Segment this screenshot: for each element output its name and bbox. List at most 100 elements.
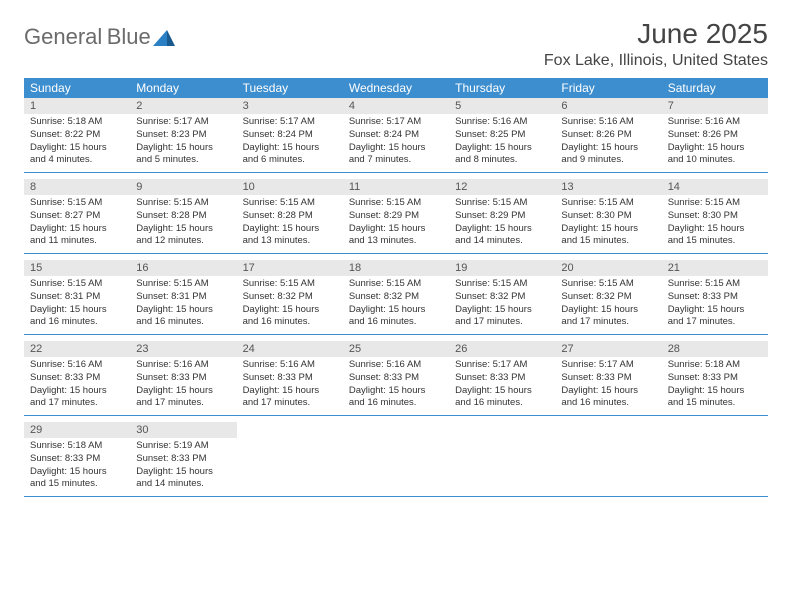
logo: General Blue bbox=[24, 24, 175, 50]
day-cell: . bbox=[662, 422, 768, 496]
day-body: Sunrise: 5:19 AMSunset: 8:33 PMDaylight:… bbox=[130, 438, 236, 495]
day-cell: 18Sunrise: 5:15 AMSunset: 8:32 PMDayligh… bbox=[343, 260, 449, 334]
day-number: 2 bbox=[130, 98, 236, 114]
day-cell: 24Sunrise: 5:16 AMSunset: 8:33 PMDayligh… bbox=[237, 341, 343, 415]
day-number: 24 bbox=[237, 341, 343, 357]
header: General Blue June 2025 Fox Lake, Illinoi… bbox=[24, 18, 768, 70]
day-body: Sunrise: 5:16 AMSunset: 8:26 PMDaylight:… bbox=[662, 114, 768, 171]
day-number: 26 bbox=[449, 341, 555, 357]
logo-triangle-icon bbox=[153, 28, 175, 46]
day-cell: 5Sunrise: 5:16 AMSunset: 8:25 PMDaylight… bbox=[449, 98, 555, 172]
day-body: Sunrise: 5:15 AMSunset: 8:32 PMDaylight:… bbox=[343, 276, 449, 333]
day-number: 8 bbox=[24, 179, 130, 195]
month-title: June 2025 bbox=[544, 18, 768, 50]
day-cell: 14Sunrise: 5:15 AMSunset: 8:30 PMDayligh… bbox=[662, 179, 768, 253]
day-number: 19 bbox=[449, 260, 555, 276]
weekday-label: Monday bbox=[130, 78, 236, 98]
day-body: Sunrise: 5:16 AMSunset: 8:33 PMDaylight:… bbox=[24, 357, 130, 414]
day-cell: 12Sunrise: 5:15 AMSunset: 8:29 PMDayligh… bbox=[449, 179, 555, 253]
day-body: Sunrise: 5:18 AMSunset: 8:22 PMDaylight:… bbox=[24, 114, 130, 171]
day-cell: 7Sunrise: 5:16 AMSunset: 8:26 PMDaylight… bbox=[662, 98, 768, 172]
day-number: 3 bbox=[237, 98, 343, 114]
day-body: Sunrise: 5:15 AMSunset: 8:32 PMDaylight:… bbox=[449, 276, 555, 333]
day-body: Sunrise: 5:16 AMSunset: 8:33 PMDaylight:… bbox=[343, 357, 449, 414]
day-cell: . bbox=[555, 422, 661, 496]
weekday-label: Friday bbox=[555, 78, 661, 98]
day-number: 12 bbox=[449, 179, 555, 195]
day-body: Sunrise: 5:15 AMSunset: 8:30 PMDaylight:… bbox=[662, 195, 768, 252]
day-cell: 26Sunrise: 5:17 AMSunset: 8:33 PMDayligh… bbox=[449, 341, 555, 415]
day-number: 10 bbox=[237, 179, 343, 195]
day-body: Sunrise: 5:15 AMSunset: 8:30 PMDaylight:… bbox=[555, 195, 661, 252]
day-body: Sunrise: 5:16 AMSunset: 8:26 PMDaylight:… bbox=[555, 114, 661, 171]
day-body: Sunrise: 5:18 AMSunset: 8:33 PMDaylight:… bbox=[662, 357, 768, 414]
day-number: 29 bbox=[24, 422, 130, 438]
day-cell: 10Sunrise: 5:15 AMSunset: 8:28 PMDayligh… bbox=[237, 179, 343, 253]
day-number: 18 bbox=[343, 260, 449, 276]
day-cell: 13Sunrise: 5:15 AMSunset: 8:30 PMDayligh… bbox=[555, 179, 661, 253]
day-cell: 28Sunrise: 5:18 AMSunset: 8:33 PMDayligh… bbox=[662, 341, 768, 415]
week-row: 1Sunrise: 5:18 AMSunset: 8:22 PMDaylight… bbox=[24, 98, 768, 173]
day-number: 11 bbox=[343, 179, 449, 195]
day-number: 25 bbox=[343, 341, 449, 357]
day-body: Sunrise: 5:16 AMSunset: 8:25 PMDaylight:… bbox=[449, 114, 555, 171]
weekday-label: Tuesday bbox=[237, 78, 343, 98]
day-number: 4 bbox=[343, 98, 449, 114]
weekday-label: Saturday bbox=[662, 78, 768, 98]
logo-text-2: Blue bbox=[107, 24, 151, 49]
day-cell: 16Sunrise: 5:15 AMSunset: 8:31 PMDayligh… bbox=[130, 260, 236, 334]
day-cell: 8Sunrise: 5:15 AMSunset: 8:27 PMDaylight… bbox=[24, 179, 130, 253]
day-body: Sunrise: 5:17 AMSunset: 8:23 PMDaylight:… bbox=[130, 114, 236, 171]
day-cell: 17Sunrise: 5:15 AMSunset: 8:32 PMDayligh… bbox=[237, 260, 343, 334]
day-number: 22 bbox=[24, 341, 130, 357]
day-cell: 6Sunrise: 5:16 AMSunset: 8:26 PMDaylight… bbox=[555, 98, 661, 172]
weeks-container: 1Sunrise: 5:18 AMSunset: 8:22 PMDaylight… bbox=[24, 98, 768, 497]
day-body: Sunrise: 5:16 AMSunset: 8:33 PMDaylight:… bbox=[130, 357, 236, 414]
day-cell: . bbox=[237, 422, 343, 496]
day-number: 7 bbox=[662, 98, 768, 114]
day-number: 27 bbox=[555, 341, 661, 357]
day-cell: 27Sunrise: 5:17 AMSunset: 8:33 PMDayligh… bbox=[555, 341, 661, 415]
week-row: 15Sunrise: 5:15 AMSunset: 8:31 PMDayligh… bbox=[24, 260, 768, 335]
day-body: Sunrise: 5:15 AMSunset: 8:28 PMDaylight:… bbox=[237, 195, 343, 252]
day-body: Sunrise: 5:17 AMSunset: 8:33 PMDaylight:… bbox=[555, 357, 661, 414]
week-row: 29Sunrise: 5:18 AMSunset: 8:33 PMDayligh… bbox=[24, 422, 768, 497]
day-body: Sunrise: 5:17 AMSunset: 8:24 PMDaylight:… bbox=[343, 114, 449, 171]
day-number: 9 bbox=[130, 179, 236, 195]
day-number: 21 bbox=[662, 260, 768, 276]
day-cell: 15Sunrise: 5:15 AMSunset: 8:31 PMDayligh… bbox=[24, 260, 130, 334]
day-number: 23 bbox=[130, 341, 236, 357]
day-number: 30 bbox=[130, 422, 236, 438]
weekday-row: SundayMondayTuesdayWednesdayThursdayFrid… bbox=[24, 78, 768, 98]
day-number: 5 bbox=[449, 98, 555, 114]
day-body: Sunrise: 5:15 AMSunset: 8:32 PMDaylight:… bbox=[237, 276, 343, 333]
day-cell: 3Sunrise: 5:17 AMSunset: 8:24 PMDaylight… bbox=[237, 98, 343, 172]
day-cell: 1Sunrise: 5:18 AMSunset: 8:22 PMDaylight… bbox=[24, 98, 130, 172]
day-number: 16 bbox=[130, 260, 236, 276]
day-body: Sunrise: 5:15 AMSunset: 8:27 PMDaylight:… bbox=[24, 195, 130, 252]
day-number: 1 bbox=[24, 98, 130, 114]
location: Fox Lake, Illinois, United States bbox=[544, 52, 768, 70]
day-body: Sunrise: 5:15 AMSunset: 8:33 PMDaylight:… bbox=[662, 276, 768, 333]
day-number: 15 bbox=[24, 260, 130, 276]
day-body: Sunrise: 5:15 AMSunset: 8:32 PMDaylight:… bbox=[555, 276, 661, 333]
day-cell: 29Sunrise: 5:18 AMSunset: 8:33 PMDayligh… bbox=[24, 422, 130, 496]
day-cell: 20Sunrise: 5:15 AMSunset: 8:32 PMDayligh… bbox=[555, 260, 661, 334]
day-body: Sunrise: 5:16 AMSunset: 8:33 PMDaylight:… bbox=[237, 357, 343, 414]
day-cell: 11Sunrise: 5:15 AMSunset: 8:29 PMDayligh… bbox=[343, 179, 449, 253]
calendar: SundayMondayTuesdayWednesdayThursdayFrid… bbox=[24, 78, 768, 497]
day-number: 28 bbox=[662, 341, 768, 357]
day-cell: 2Sunrise: 5:17 AMSunset: 8:23 PMDaylight… bbox=[130, 98, 236, 172]
day-cell: . bbox=[343, 422, 449, 496]
day-body: Sunrise: 5:15 AMSunset: 8:31 PMDaylight:… bbox=[130, 276, 236, 333]
weekday-label: Sunday bbox=[24, 78, 130, 98]
day-body: Sunrise: 5:17 AMSunset: 8:24 PMDaylight:… bbox=[237, 114, 343, 171]
day-cell: 19Sunrise: 5:15 AMSunset: 8:32 PMDayligh… bbox=[449, 260, 555, 334]
day-number: 13 bbox=[555, 179, 661, 195]
week-row: 22Sunrise: 5:16 AMSunset: 8:33 PMDayligh… bbox=[24, 341, 768, 416]
day-body: Sunrise: 5:15 AMSunset: 8:31 PMDaylight:… bbox=[24, 276, 130, 333]
day-cell: . bbox=[449, 422, 555, 496]
day-cell: 21Sunrise: 5:15 AMSunset: 8:33 PMDayligh… bbox=[662, 260, 768, 334]
day-body: Sunrise: 5:15 AMSunset: 8:29 PMDaylight:… bbox=[449, 195, 555, 252]
day-number: 6 bbox=[555, 98, 661, 114]
